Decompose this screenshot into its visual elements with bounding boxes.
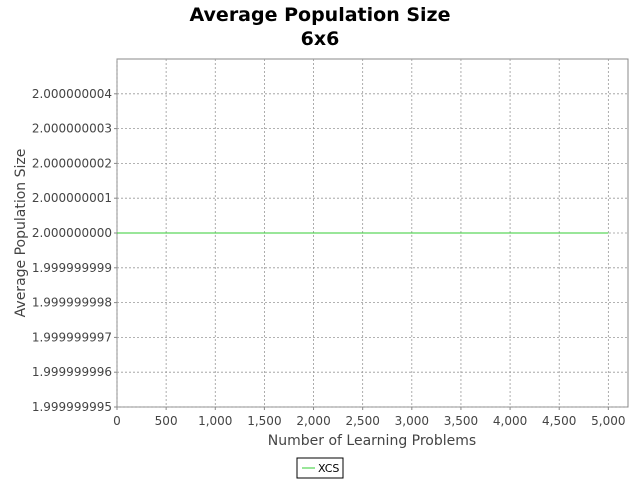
y-axis-label: Average Population Size [13, 149, 29, 318]
y-tick-label: 1.999999996 [32, 365, 112, 379]
x-tick-label: 500 [155, 414, 178, 428]
y-tick-label: 1.999999999 [32, 261, 112, 275]
y-tick-label: 2.000000003 [32, 122, 112, 136]
x-axis-ticks: 0 500 1,000 1,500 2,000 2,500 3,000 3,500 4,000 4… [113, 407, 626, 428]
chart-subtitle: 6x6 [301, 28, 340, 50]
y-axis-ticks: 1.999999995 1.999999996 1.999999997 1.99999… [32, 87, 117, 414]
y-tick-label: 2.000000004 [32, 87, 112, 101]
x-tick-label: 0 [113, 414, 121, 428]
legend: XCS [296, 457, 344, 479]
y-tick-label: 2.000000001 [32, 191, 112, 205]
chart-title: Average Population Size [190, 4, 451, 26]
y-tick-label: 1.999999997 [32, 330, 112, 344]
x-tick-label: 3,000 [395, 414, 429, 428]
legend-label-xcs: XCS [318, 462, 339, 475]
x-tick-label: 2,000 [296, 414, 330, 428]
x-tick-label: 4,500 [542, 414, 576, 428]
y-tick-label: 2.000000000 [32, 226, 112, 240]
x-tick-label: 2,500 [345, 414, 379, 428]
y-tick-label: 2.000000002 [32, 156, 112, 170]
y-tick-label: 1.999999998 [32, 296, 112, 310]
x-tick-label: 4,000 [493, 414, 527, 428]
x-tick-label: 3,500 [444, 414, 478, 428]
x-axis-label: Number of Learning Problems [268, 433, 476, 449]
x-tick-label: 1,000 [198, 414, 232, 428]
x-tick-label: 5,000 [591, 414, 625, 428]
y-tick-label: 1.999999995 [32, 400, 112, 414]
x-tick-label: 1,500 [247, 414, 281, 428]
legend-box [296, 457, 344, 479]
